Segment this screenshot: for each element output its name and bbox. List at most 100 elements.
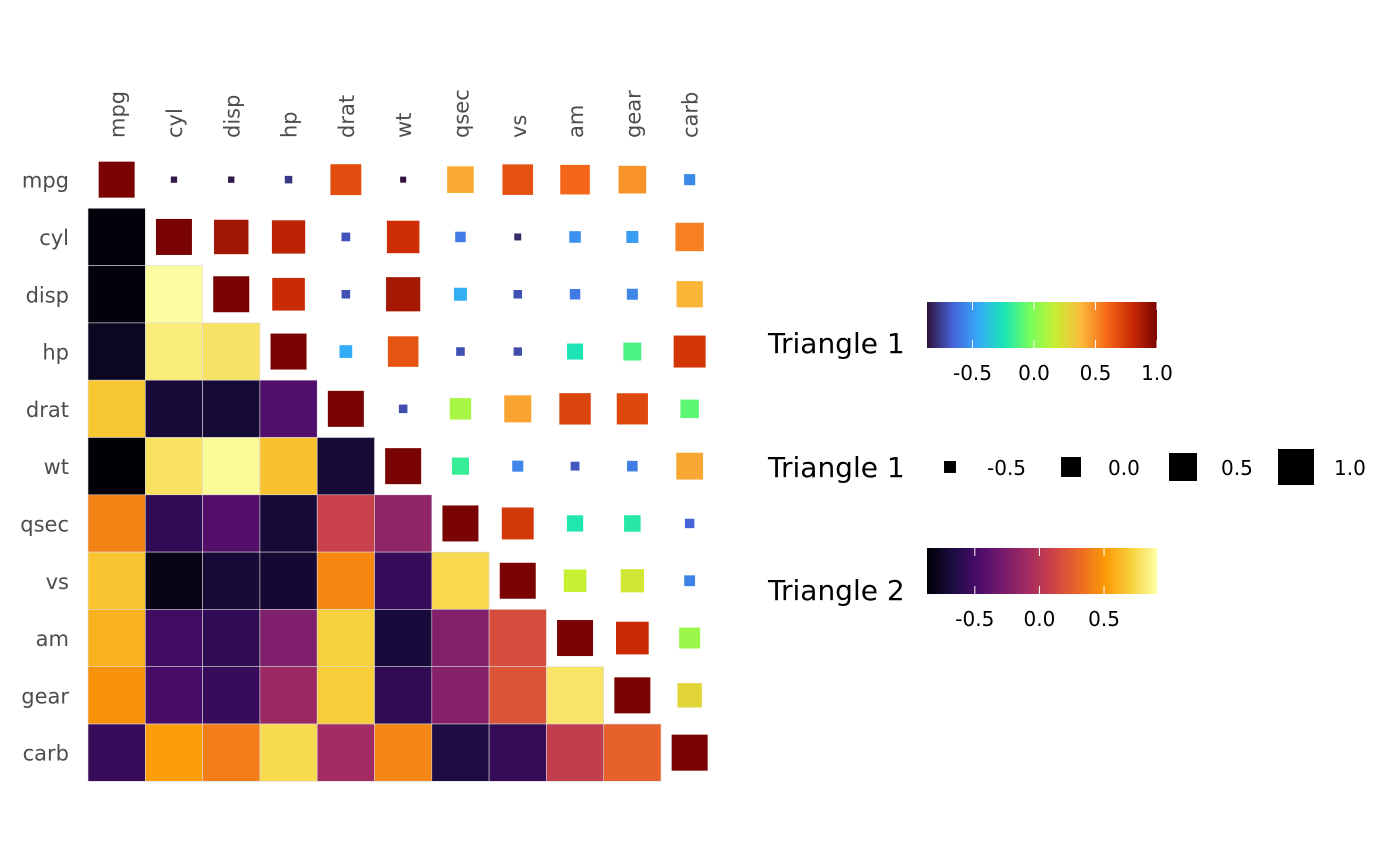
upper-square [557, 620, 594, 657]
upper-square [680, 399, 699, 419]
size-legend-key [1061, 457, 1081, 477]
lower-tile [87, 265, 146, 324]
lower-tile [374, 494, 433, 553]
size-legend-label: 0.5 [1221, 456, 1253, 480]
upper-square [341, 289, 351, 299]
upper-square [400, 176, 407, 183]
upper-square [620, 569, 644, 593]
lower-tile [316, 609, 375, 668]
lower-tile [145, 265, 203, 324]
lower-tile [87, 551, 146, 610]
upper-square [684, 174, 696, 186]
size-legend-key [1278, 449, 1314, 485]
lower-tile [603, 723, 662, 782]
upper-square [618, 165, 647, 194]
upper-square [627, 460, 638, 472]
upper-square [616, 621, 649, 655]
colorbar [927, 548, 1157, 594]
y-axis-labels: mpg cyl disp hp drat wt qsec vs am gear carb [20, 169, 69, 766]
lower-tile [202, 494, 261, 553]
upper-square [569, 231, 581, 243]
lower-tile [316, 666, 375, 725]
upper-square [567, 343, 584, 360]
lower-tile [488, 609, 547, 668]
upper-square [386, 277, 421, 312]
upper-square [513, 347, 522, 356]
upper-square [559, 393, 591, 425]
y-tick-label: vs [46, 570, 69, 594]
upper-square [514, 233, 522, 241]
upper-square [271, 220, 306, 254]
upper-square [570, 461, 580, 471]
upper-square [512, 460, 524, 472]
lower-tile [431, 551, 490, 610]
upper-square [451, 457, 470, 475]
upper-square [456, 347, 465, 356]
lower-tile [87, 494, 146, 553]
x-tick-label: hp [278, 111, 302, 138]
lower-tile [87, 666, 146, 725]
y-tick-label: wt [44, 455, 69, 479]
colorbar-tick-label: 0.0 [1024, 607, 1056, 631]
upper-square [499, 562, 536, 599]
upper-square [213, 276, 250, 313]
upper-square [386, 220, 420, 254]
lower-tile [87, 723, 146, 782]
upper-square [624, 515, 641, 532]
upper-square [501, 507, 534, 540]
lower-tile [431, 609, 490, 668]
colorbar-tick-label: -0.5 [953, 361, 992, 385]
upper-square [170, 176, 178, 183]
x-tick-label: carb [679, 92, 703, 138]
upper-square [214, 219, 249, 255]
upper-square [449, 398, 472, 420]
upper-square [684, 518, 695, 529]
upper-square [684, 575, 696, 587]
legends: Triangle 1 -0.5 0.0 0.5 1.0 Triangle 2 -0.5 0.0… [767, 302, 1366, 631]
x-tick-label: wt [392, 113, 416, 138]
colorbar [927, 302, 1157, 348]
lower-tile [259, 609, 318, 668]
colorbar-tick-label: 0.5 [1088, 607, 1120, 631]
upper-square [679, 627, 701, 649]
lower-tile [87, 208, 146, 266]
x-tick-label: mpg [106, 91, 130, 138]
lower-tile [259, 551, 318, 610]
size-legend-label: 1.0 [1334, 456, 1366, 480]
lower-tile [431, 666, 490, 725]
y-tick-label: hp [42, 341, 69, 365]
y-tick-label: carb [23, 742, 69, 766]
y-tick-label: am [36, 627, 69, 651]
lower-triangle-tiles [87, 208, 662, 782]
lower-tile [316, 551, 375, 610]
lower-tile [431, 723, 490, 782]
lower-tile [145, 551, 203, 610]
lower-tile [145, 322, 203, 381]
legend-title: Triangle 1 [767, 451, 905, 484]
upper-square [341, 232, 351, 242]
upper-square [453, 287, 467, 301]
lower-tile [259, 379, 318, 438]
size-legend-label: 0.0 [1108, 456, 1140, 480]
upper-square [677, 683, 702, 708]
upper-square [675, 222, 704, 252]
lower-tile [259, 666, 318, 725]
upper-square [626, 288, 638, 300]
upper-square [614, 677, 651, 714]
upper-square [563, 569, 587, 593]
y-tick-label: qsec [20, 512, 69, 536]
upper-square [98, 161, 135, 198]
legend-title: Triangle 1 [767, 327, 905, 360]
upper-square [447, 166, 474, 193]
lower-tile [488, 723, 547, 782]
lower-tile [145, 494, 203, 553]
lower-tile [316, 437, 375, 496]
upper-square [626, 230, 639, 243]
upper-square [155, 218, 192, 255]
upper-square [504, 395, 532, 423]
x-tick-label: am [564, 105, 588, 138]
lower-tile [202, 322, 261, 381]
lower-tile [202, 379, 261, 438]
x-tick-label: disp [220, 95, 244, 138]
